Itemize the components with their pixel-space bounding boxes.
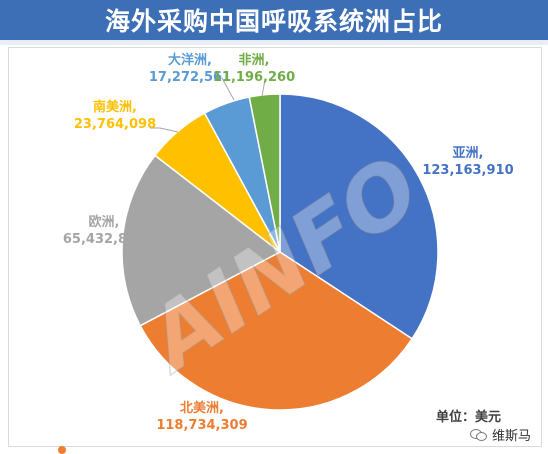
wechat-icon bbox=[470, 428, 488, 442]
brand: 维斯马 bbox=[470, 425, 531, 444]
slice-label-name: 亚洲, bbox=[453, 146, 484, 161]
slice-label-name: 北美洲, bbox=[180, 400, 224, 416]
brand-text: 维斯马 bbox=[492, 429, 532, 444]
leader-line bbox=[261, 79, 266, 97]
pie-slice-3 bbox=[121, 154, 282, 327]
pie-slices bbox=[121, 93, 439, 411]
slice-label-value: 23,764,098 bbox=[74, 117, 156, 132]
slice-label-name: 非洲, bbox=[239, 52, 270, 68]
slice-label-value: 17,272,561 bbox=[149, 70, 231, 85]
title-bar: 海外采购中国呼吸系统洲占比 bbox=[0, 0, 548, 40]
decorative-dot bbox=[58, 446, 66, 454]
slice-label-value: 11,196,260 bbox=[213, 70, 295, 85]
leader-line bbox=[150, 127, 179, 133]
slice-label-value: 118,734,309 bbox=[156, 418, 247, 433]
slice-label-value: 65,432,846 bbox=[63, 232, 145, 247]
slice-label-name: 南美洲, bbox=[93, 99, 137, 115]
title-divider bbox=[0, 40, 548, 45]
chart-title: 海外采购中国呼吸系统洲占比 bbox=[104, 7, 443, 36]
pie-slice-2 bbox=[139, 251, 414, 411]
slice-labels: 亚洲, 123,163,910 北美洲, 118,734,309 欧洲, 65,432,8… bbox=[63, 52, 514, 433]
leader-line bbox=[221, 77, 235, 101]
slice-label-name: 大洋洲, bbox=[168, 52, 212, 68]
leader-lines bbox=[150, 77, 266, 133]
slice-label-name: 欧洲, bbox=[89, 214, 120, 230]
pie-slice-6 bbox=[248, 93, 281, 253]
slice-label-value: 123,163,910 bbox=[422, 163, 513, 178]
unit-label: 单位：美元 bbox=[436, 410, 502, 425]
